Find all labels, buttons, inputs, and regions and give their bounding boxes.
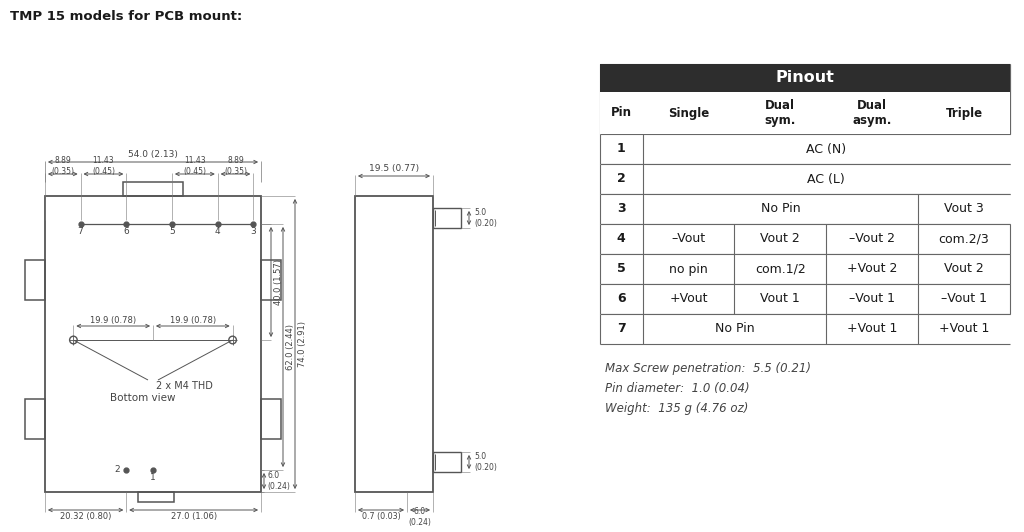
- Text: Max Screw penetration:  5.5 (0.21): Max Screw penetration: 5.5 (0.21): [605, 362, 811, 375]
- Text: 6.0
(0.24): 6.0 (0.24): [409, 508, 431, 527]
- Bar: [600, 224, 1010, 254]
- Bar: [138, 492, 174, 502]
- Text: Pin diameter:  1.0 (0.04): Pin diameter: 1.0 (0.04): [605, 382, 750, 395]
- Bar: [600, 164, 1010, 194]
- Text: Weight:  135 g (4.76 oz): Weight: 135 g (4.76 oz): [605, 402, 749, 415]
- Bar: [261, 260, 281, 300]
- Text: Vout 2: Vout 2: [944, 262, 984, 276]
- Text: Dual
asym.: Dual asym.: [853, 99, 892, 127]
- Text: 19.5 (0.77): 19.5 (0.77): [369, 164, 419, 173]
- Text: –Vout: –Vout: [672, 232, 706, 245]
- Text: Single: Single: [668, 106, 710, 120]
- Text: no pin: no pin: [669, 262, 708, 276]
- Text: 2: 2: [616, 172, 626, 186]
- Text: AC (L): AC (L): [807, 172, 845, 186]
- Text: 1: 1: [616, 143, 626, 155]
- Bar: [600, 92, 1010, 134]
- Text: 4: 4: [616, 232, 626, 245]
- Text: No Pin: No Pin: [715, 322, 755, 336]
- Text: 7: 7: [616, 322, 626, 336]
- Text: 6: 6: [124, 227, 129, 236]
- Text: No Pin: No Pin: [761, 203, 800, 215]
- Text: 1: 1: [151, 472, 156, 481]
- Text: 11.43
(0.45): 11.43 (0.45): [92, 156, 115, 176]
- Text: Triple: Triple: [945, 106, 983, 120]
- Text: 20.32 (0.80): 20.32 (0.80): [60, 512, 112, 521]
- Text: Pinout: Pinout: [775, 71, 835, 86]
- Bar: [600, 254, 1010, 284]
- Bar: [433, 208, 461, 228]
- Text: 62.0 (2.44): 62.0 (2.44): [286, 324, 295, 370]
- Text: –Vout 1: –Vout 1: [941, 293, 987, 305]
- Text: 0.7 (0.03): 0.7 (0.03): [361, 512, 400, 521]
- Text: 5.0
(0.20): 5.0 (0.20): [474, 452, 497, 472]
- Text: com.2/3: com.2/3: [939, 232, 989, 245]
- Text: 5.0
(0.20): 5.0 (0.20): [474, 209, 497, 228]
- Bar: [123, 182, 183, 196]
- Text: 8.89
(0.35): 8.89 (0.35): [51, 156, 75, 176]
- Text: –Vout 1: –Vout 1: [849, 293, 895, 305]
- Bar: [600, 194, 1010, 224]
- Bar: [261, 398, 281, 439]
- Text: +Vout 1: +Vout 1: [939, 322, 989, 336]
- Text: Bottom view: Bottom view: [111, 393, 176, 403]
- Bar: [25, 398, 45, 439]
- Text: 40.0 (1.57): 40.0 (1.57): [274, 259, 283, 305]
- Bar: [600, 314, 1010, 344]
- Bar: [433, 452, 461, 472]
- Text: 5: 5: [616, 262, 626, 276]
- Text: +Vout 1: +Vout 1: [847, 322, 897, 336]
- Text: 2 x M4 THD: 2 x M4 THD: [156, 381, 213, 391]
- Text: 7: 7: [78, 227, 83, 236]
- Bar: [45, 196, 261, 492]
- Text: Dual
sym.: Dual sym.: [765, 99, 796, 127]
- Bar: [25, 260, 45, 300]
- Text: TMP 15 models for PCB mount:: TMP 15 models for PCB mount:: [10, 10, 243, 23]
- Text: 8.89
(0.35): 8.89 (0.35): [224, 156, 247, 176]
- Text: 6.0
(0.24): 6.0 (0.24): [267, 471, 290, 491]
- Text: 74.0 (2.91): 74.0 (2.91): [298, 321, 307, 367]
- Text: Vout 3: Vout 3: [944, 203, 984, 215]
- Text: –Vout 2: –Vout 2: [849, 232, 895, 245]
- Text: Vout 1: Vout 1: [761, 293, 800, 305]
- Text: +Vout 2: +Vout 2: [847, 262, 897, 276]
- Text: 3: 3: [251, 227, 256, 236]
- Bar: [600, 64, 1010, 92]
- Bar: [355, 196, 433, 492]
- Text: +Vout: +Vout: [670, 293, 708, 305]
- Text: 6: 6: [617, 293, 626, 305]
- Text: 19.9 (0.78): 19.9 (0.78): [170, 315, 216, 325]
- Text: 19.9 (0.78): 19.9 (0.78): [90, 315, 136, 325]
- Bar: [600, 284, 1010, 314]
- Text: Vout 2: Vout 2: [761, 232, 800, 245]
- Text: 54.0 (2.13): 54.0 (2.13): [128, 151, 178, 160]
- Text: AC (N): AC (N): [806, 143, 847, 155]
- Text: 2: 2: [115, 464, 120, 473]
- Text: Pin: Pin: [610, 106, 632, 120]
- Text: 27.0 (1.06): 27.0 (1.06): [171, 512, 217, 521]
- Text: 5: 5: [169, 227, 175, 236]
- Text: com.1/2: com.1/2: [755, 262, 806, 276]
- Bar: [600, 134, 1010, 164]
- Text: 3: 3: [617, 203, 626, 215]
- Text: 4: 4: [215, 227, 220, 236]
- Text: 11.43
(0.45): 11.43 (0.45): [183, 156, 207, 176]
